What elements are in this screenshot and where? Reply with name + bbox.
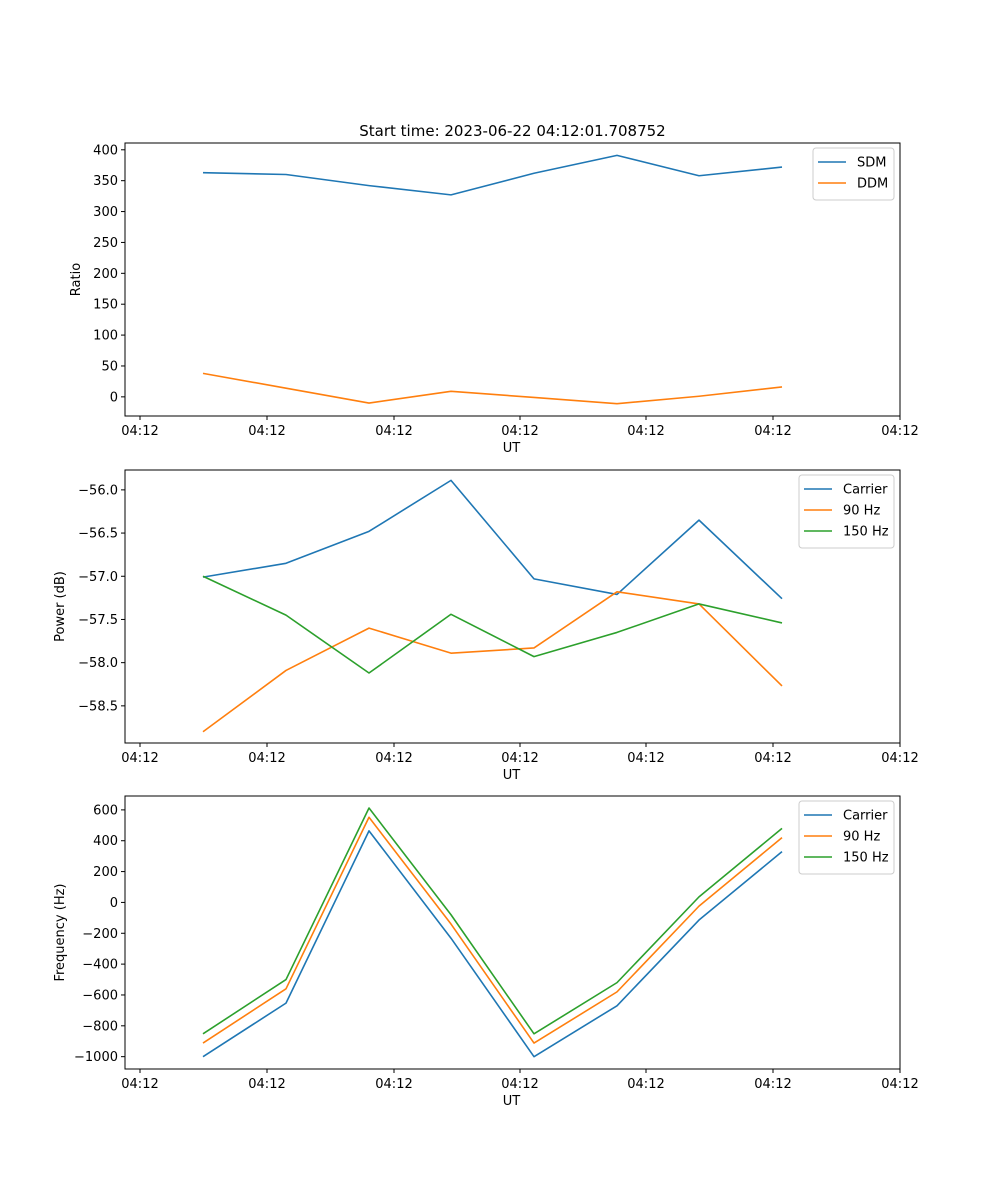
series-line-carrier bbox=[202, 479, 783, 600]
y-tick-label: 150 bbox=[93, 298, 118, 313]
y-tick-label: −56.0 bbox=[78, 483, 118, 498]
legend-label: DDM bbox=[857, 177, 888, 192]
legend-label: SDM bbox=[857, 156, 886, 171]
x-tick-label: 04:12 bbox=[121, 1077, 158, 1092]
y-tick-label: 0 bbox=[110, 390, 118, 405]
y-tick-label: −56.5 bbox=[78, 527, 118, 542]
series-line-sdm bbox=[202, 154, 783, 196]
y-tick-label: 200 bbox=[93, 267, 118, 282]
x-tick-label: 04:12 bbox=[881, 751, 918, 766]
y-tick-label: −57.0 bbox=[78, 570, 118, 585]
y-tick-label: 50 bbox=[101, 359, 118, 374]
x-tick-label: 04:12 bbox=[881, 1077, 918, 1092]
legend-label: 90 Hz bbox=[843, 504, 880, 519]
y-tick-label: 600 bbox=[93, 803, 118, 818]
legend: Carrier 90 Hz 150 Hz bbox=[798, 474, 895, 549]
y-tick-label: −1000 bbox=[74, 1050, 118, 1065]
legend-box bbox=[798, 474, 895, 549]
x-tick-label: 04:12 bbox=[248, 424, 285, 439]
y-tick-label: −800 bbox=[82, 1019, 118, 1034]
chart-panel-1: 0 50 100 150 200 250 300 350 400 04:12 04:12 04:12 0… bbox=[69, 142, 919, 456]
series-line-90-hz bbox=[202, 816, 783, 1044]
legend-label: 150 Hz bbox=[843, 851, 889, 866]
legend-label: Carrier bbox=[843, 809, 888, 824]
x-tick-label: 04:12 bbox=[627, 1077, 664, 1092]
x-tick-label: 04:12 bbox=[501, 424, 538, 439]
series-line-150-hz bbox=[202, 807, 783, 1035]
legend: Carrier 90 Hz 150 Hz bbox=[798, 800, 895, 875]
x-tick-label: 04:12 bbox=[248, 1077, 285, 1092]
x-tick-label: 04:12 bbox=[627, 424, 664, 439]
legend-label: 150 Hz bbox=[843, 525, 889, 540]
y-tick-label: 350 bbox=[93, 174, 118, 189]
x-tick-label: 04:12 bbox=[375, 424, 412, 439]
y-axis-label: Power (dB) bbox=[53, 571, 68, 642]
axes-frame bbox=[124, 795, 901, 1070]
series-line-90-hz bbox=[202, 591, 783, 733]
y-tick-label: 200 bbox=[93, 865, 118, 880]
x-tick-label: 04:12 bbox=[501, 1077, 538, 1092]
y-axis-label: Ratio bbox=[69, 263, 84, 296]
x-tick-label: 04:12 bbox=[121, 751, 158, 766]
y-axis-label: Frequency (Hz) bbox=[53, 883, 68, 981]
series-line-carrier bbox=[202, 830, 783, 1058]
x-tick-label: 04:12 bbox=[881, 424, 918, 439]
legend-label: 90 Hz bbox=[843, 830, 880, 845]
y-tick-label: 0 bbox=[110, 896, 118, 911]
x-tick-label: 04:12 bbox=[375, 1077, 412, 1092]
y-tick-label: −400 bbox=[82, 958, 118, 973]
axes-frame bbox=[124, 142, 901, 417]
x-axis-label: UT bbox=[503, 768, 521, 783]
x-axis-label: UT bbox=[503, 1094, 521, 1109]
y-tick-label: −600 bbox=[82, 988, 118, 1003]
chart-panel-3: −1000 −800 −600 −400 −200 0 200 400 600 04:12 04:1… bbox=[53, 795, 919, 1109]
axes-frame bbox=[124, 469, 901, 744]
x-tick-label: 04:12 bbox=[248, 751, 285, 766]
series-line-150-hz bbox=[202, 575, 783, 674]
y-tick-label: −58.5 bbox=[78, 699, 118, 714]
legend-box bbox=[798, 800, 895, 875]
y-tick-label: −58.0 bbox=[78, 656, 118, 671]
legend-label: Carrier bbox=[843, 483, 888, 498]
y-tick-label: −200 bbox=[82, 927, 118, 942]
y-tick-label: −57.5 bbox=[78, 613, 118, 628]
y-tick-label: 250 bbox=[93, 236, 118, 251]
x-axis-label: UT bbox=[503, 441, 521, 456]
legend: SDM DDM bbox=[812, 147, 895, 201]
chart-panels: 0 50 100 150 200 250 300 350 400 04:12 04:12 04:12 0… bbox=[53, 142, 919, 1109]
x-tick-label: 04:12 bbox=[627, 751, 664, 766]
series-line-ddm bbox=[202, 372, 783, 405]
x-tick-label: 04:12 bbox=[375, 751, 412, 766]
y-tick-label: 300 bbox=[93, 205, 118, 220]
x-tick-label: 04:12 bbox=[754, 751, 791, 766]
x-tick-label: 04:12 bbox=[501, 751, 538, 766]
y-tick-label: 400 bbox=[93, 834, 118, 849]
figure-title: Start time: 2023-06-22 04:12:01.708752 bbox=[359, 122, 665, 140]
chart-panel-2: −58.5 −58.0 −57.5 −57.0 −56.5 −56.0 04:12 04:12… bbox=[53, 469, 919, 783]
x-tick-label: 04:12 bbox=[754, 424, 791, 439]
x-tick-label: 04:12 bbox=[754, 1077, 791, 1092]
legend-box bbox=[812, 147, 895, 201]
x-tick-label: 04:12 bbox=[121, 424, 158, 439]
y-tick-label: 400 bbox=[93, 143, 118, 158]
y-tick-label: 100 bbox=[93, 329, 118, 344]
